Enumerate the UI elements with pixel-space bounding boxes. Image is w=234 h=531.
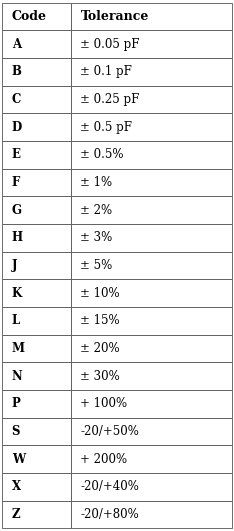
Bar xyxy=(71,30,232,58)
Text: ± 0.25 pF: ± 0.25 pF xyxy=(80,93,140,106)
Bar xyxy=(2,169,71,196)
Text: ± 3%: ± 3% xyxy=(80,232,113,244)
Bar xyxy=(71,224,232,252)
Bar xyxy=(71,335,232,362)
Text: H: H xyxy=(12,232,23,244)
Text: W: W xyxy=(12,452,25,466)
Bar xyxy=(2,141,71,169)
Text: M: M xyxy=(12,342,25,355)
Bar xyxy=(71,196,232,224)
Text: ± 10%: ± 10% xyxy=(80,287,120,299)
Text: ± 15%: ± 15% xyxy=(80,314,120,327)
Bar xyxy=(2,362,71,390)
Bar xyxy=(71,169,232,196)
Text: ± 0.5 pF: ± 0.5 pF xyxy=(80,121,132,134)
Text: J: J xyxy=(12,259,17,272)
Bar xyxy=(71,473,232,501)
Text: + 100%: + 100% xyxy=(80,397,128,410)
Text: ± 0.05 pF: ± 0.05 pF xyxy=(80,38,140,50)
Text: P: P xyxy=(12,397,20,410)
Bar xyxy=(71,362,232,390)
Bar xyxy=(71,85,232,113)
Bar xyxy=(2,390,71,418)
Bar xyxy=(2,418,71,446)
Bar xyxy=(2,501,71,528)
Bar xyxy=(71,307,232,335)
Bar xyxy=(2,252,71,279)
Bar xyxy=(2,85,71,113)
Text: L: L xyxy=(12,314,20,327)
Text: X: X xyxy=(12,481,21,493)
Bar xyxy=(71,390,232,418)
Text: Code: Code xyxy=(12,10,47,23)
Text: ± 2%: ± 2% xyxy=(80,204,113,217)
Text: -20/+40%: -20/+40% xyxy=(80,481,139,493)
Text: D: D xyxy=(12,121,22,134)
Bar xyxy=(2,473,71,501)
Text: C: C xyxy=(12,93,21,106)
Text: K: K xyxy=(12,287,22,299)
Text: -20/+50%: -20/+50% xyxy=(80,425,139,438)
Bar xyxy=(2,446,71,473)
Text: ± 1%: ± 1% xyxy=(80,176,113,189)
Text: ± 5%: ± 5% xyxy=(80,259,113,272)
Bar xyxy=(71,3,232,30)
Text: ± 0.5%: ± 0.5% xyxy=(80,148,124,161)
Bar xyxy=(2,58,71,85)
Bar xyxy=(2,3,71,30)
Bar xyxy=(71,418,232,446)
Bar xyxy=(2,196,71,224)
Text: S: S xyxy=(12,425,20,438)
Bar xyxy=(71,501,232,528)
Text: Tolerance: Tolerance xyxy=(80,10,149,23)
Bar xyxy=(2,224,71,252)
Text: F: F xyxy=(12,176,20,189)
Bar xyxy=(71,141,232,169)
Text: Z: Z xyxy=(12,508,20,521)
Text: ± 0.1 pF: ± 0.1 pF xyxy=(80,65,132,79)
Text: N: N xyxy=(12,370,22,383)
Text: + 200%: + 200% xyxy=(80,452,128,466)
Text: E: E xyxy=(12,148,21,161)
Bar xyxy=(2,335,71,362)
Bar xyxy=(71,446,232,473)
Bar xyxy=(2,279,71,307)
Bar xyxy=(71,58,232,85)
Bar xyxy=(2,307,71,335)
Text: G: G xyxy=(12,204,22,217)
Text: ± 30%: ± 30% xyxy=(80,370,120,383)
Bar xyxy=(71,252,232,279)
Bar xyxy=(71,113,232,141)
Bar xyxy=(2,113,71,141)
Bar xyxy=(2,30,71,58)
Text: A: A xyxy=(12,38,21,50)
Bar xyxy=(71,279,232,307)
Text: -20/+80%: -20/+80% xyxy=(80,508,139,521)
Text: ± 20%: ± 20% xyxy=(80,342,120,355)
Text: B: B xyxy=(12,65,22,79)
